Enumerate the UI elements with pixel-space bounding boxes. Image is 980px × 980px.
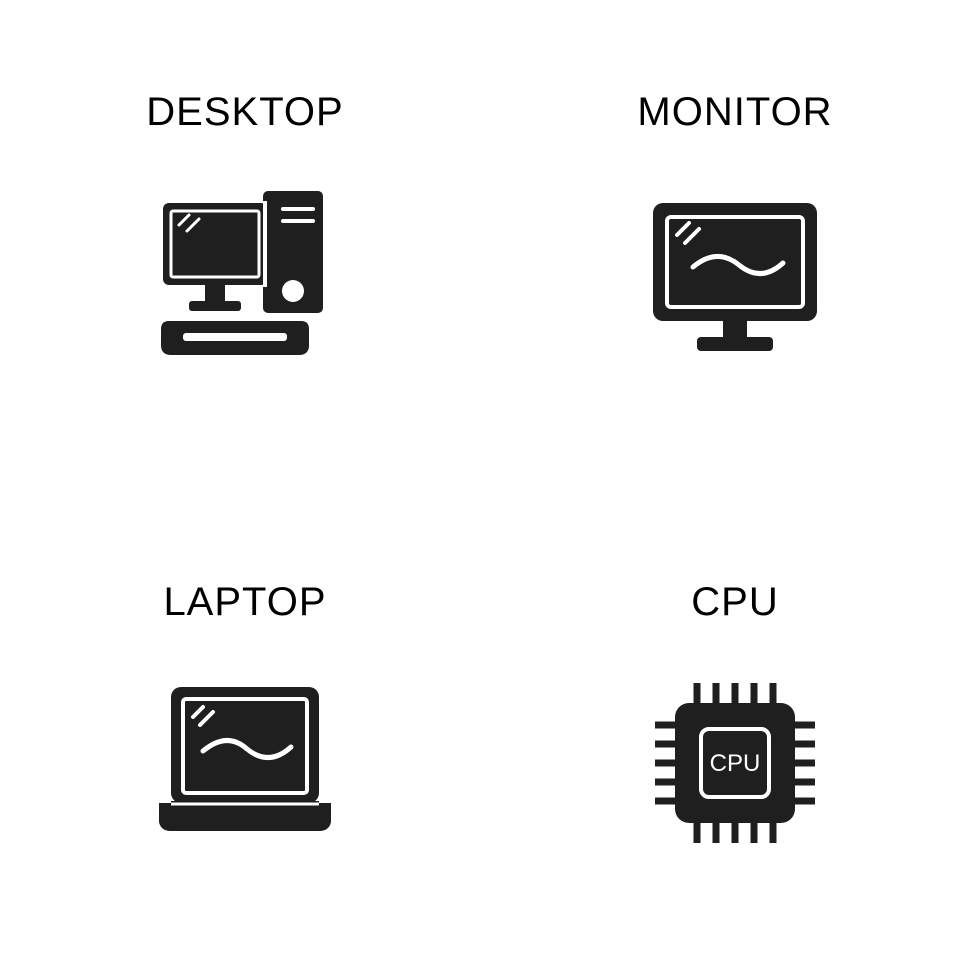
label-laptop: LAPTOP [163, 580, 326, 625]
icon-grid: DESKTOP [0, 0, 980, 980]
cell-cpu: CPU [490, 490, 980, 980]
cell-monitor: MONITOR [490, 0, 980, 490]
cpu-chip-text: CPU [710, 750, 761, 777]
monitor-icon [635, 173, 835, 373]
cell-laptop: LAPTOP [0, 490, 490, 980]
label-monitor: MONITOR [637, 90, 832, 135]
laptop-icon [145, 663, 345, 863]
cell-desktop: DESKTOP [0, 0, 490, 490]
cpu-chip-icon: CPU [635, 663, 835, 863]
label-desktop: DESKTOP [146, 90, 343, 135]
label-cpu: CPU [691, 580, 778, 625]
desktop-computer-icon [145, 173, 345, 373]
